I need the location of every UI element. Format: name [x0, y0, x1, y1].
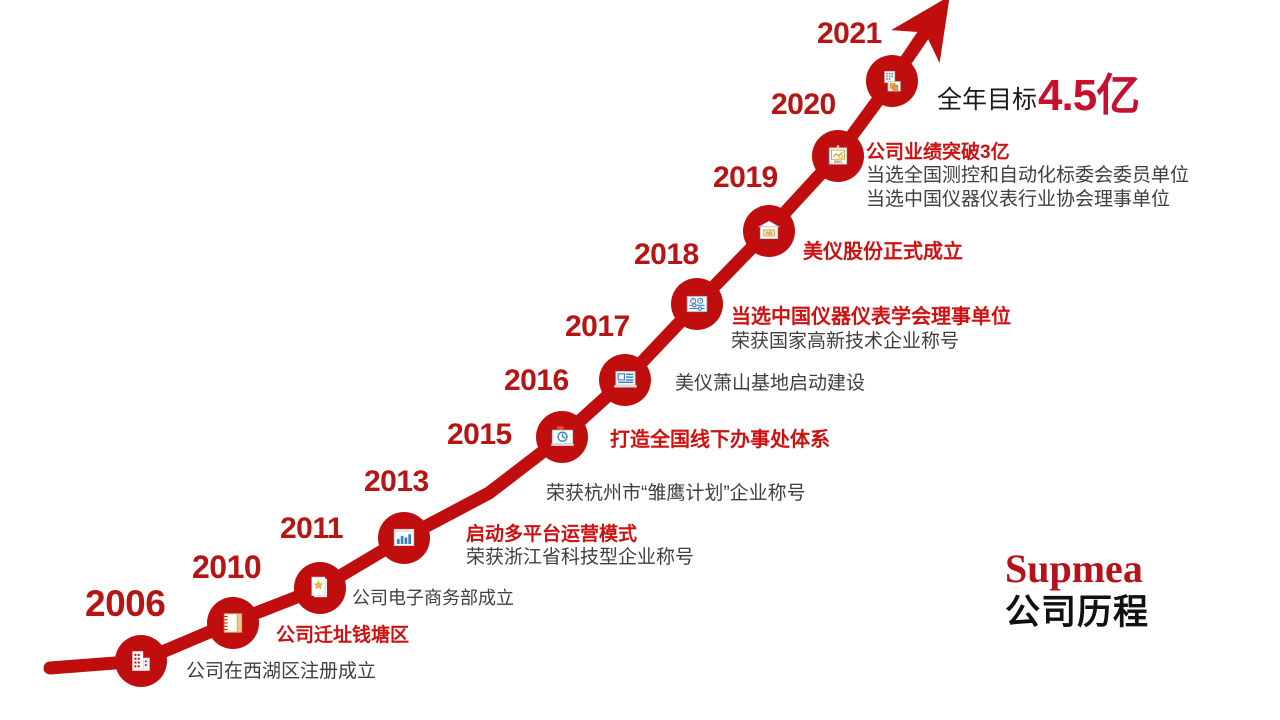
year-label-2006: 2006: [85, 583, 166, 624]
milestone-node-2017[interactable]: [671, 278, 723, 330]
milestone-node-2018[interactable]: AD: [743, 205, 795, 257]
page-title: 公司历程: [1005, 593, 1150, 632]
notebook-icon: [220, 610, 246, 636]
year-label-2019: 2019: [713, 161, 778, 194]
star-certificate-icon: [307, 575, 333, 601]
dashboard-gauge-icon: [684, 291, 710, 317]
year-label-2010: 2010: [192, 549, 262, 585]
event-headline: 当选中国仪器仪表学会理事单位: [731, 306, 1011, 328]
event-text-2010: 公司迁址钱塘区: [276, 625, 409, 647]
event-headline: 启动多平台运营模式: [466, 524, 638, 545]
year-label-2015: 2015: [447, 418, 512, 451]
office-building-icon: [128, 648, 154, 674]
event-line: 公司在西湖区注册成立: [186, 661, 377, 682]
year-label-2016: 2016: [504, 364, 569, 397]
milestone-node-2020[interactable]: [866, 55, 918, 107]
event-text-2019: 美仪股份正式成立: [803, 241, 963, 265]
year-label-2020: 2020: [771, 88, 836, 121]
annual-goal-label: 全年目标: [937, 86, 1038, 114]
milestone-node-2006[interactable]: [115, 635, 167, 687]
event-line: 当选中国仪器仪表行业协会理事单位: [866, 188, 1171, 210]
event-line: 美仪萧山基地启动建设: [675, 373, 866, 394]
event-line: 公司电子商务部成立: [352, 588, 514, 608]
seo-chart-icon: SEO: [825, 143, 851, 169]
event-line: 当选全国测控和自动化标委会委员单位: [866, 165, 1190, 187]
event-text-2016: 打造全国线下办事处体系: [610, 429, 830, 453]
laptop-presentation-icon: [612, 367, 639, 394]
milestone-node-2016[interactable]: [599, 354, 651, 406]
event-text-2018: 当选中国仪器仪表学会理事单位 荣获国家高新技术企业称号: [731, 306, 1011, 353]
event-text-2006: 公司在西湖区注册成立: [186, 660, 376, 683]
milestone-node-2011[interactable]: [294, 562, 346, 614]
svg-text:AD: AD: [766, 231, 773, 236]
event-headline: 公司业绩突破3亿: [866, 142, 1010, 163]
storefront-ad-icon: AD: [756, 218, 782, 244]
event-text-2015: 荣获杭州市“雏鹰计划”企业称号: [546, 482, 806, 505]
event-headline: 打造全国线下办事处体系: [610, 429, 830, 451]
brand-block: Supmea 公司历程: [1005, 548, 1149, 633]
milestone-node-2015[interactable]: [536, 411, 588, 463]
bar-chart-clipboard-icon: [391, 525, 417, 551]
milestone-node-2013[interactable]: [378, 512, 430, 564]
event-headline: 美仪股份正式成立: [803, 241, 963, 263]
event-headline: 公司迁址钱塘区: [276, 625, 410, 646]
year-label-2021: 2021: [817, 17, 882, 50]
event-line: 荣获杭州市“雏鹰计划”企业称号: [546, 483, 806, 504]
event-text-2013: 启动多平台运营模式 荣获浙江省科技型企业称号: [466, 524, 694, 570]
event-text-2011: 公司电子商务部成立: [352, 588, 514, 610]
monitor-camera-icon: [549, 424, 576, 451]
svg-text:SEO: SEO: [834, 159, 842, 164]
year-label-2017: 2017: [565, 310, 630, 343]
milestone-node-2019[interactable]: SEO: [812, 130, 864, 182]
building-windows-icon: [879, 68, 906, 95]
year-label-2013: 2013: [364, 465, 429, 498]
year-label-2018: 2018: [634, 238, 699, 271]
annual-goal-callout: 全年目标 4.5亿: [937, 57, 1140, 121]
event-text-2017: 美仪萧山基地启动建设: [675, 372, 865, 395]
event-line: 荣获浙江省科技型企业称号: [466, 547, 695, 569]
brand-logo-text: Supmea: [1005, 546, 1143, 591]
event-line: 荣获国家高新技术企业称号: [731, 330, 960, 352]
event-text-2020: 公司业绩突破3亿 当选全国测控和自动化标委会委员单位 当选中国仪器仪表行业协会理…: [866, 142, 1189, 211]
annual-goal-value: 4.5亿: [1038, 71, 1140, 120]
year-label-2011: 2011: [280, 512, 344, 545]
milestone-node-2010[interactable]: [207, 597, 259, 649]
